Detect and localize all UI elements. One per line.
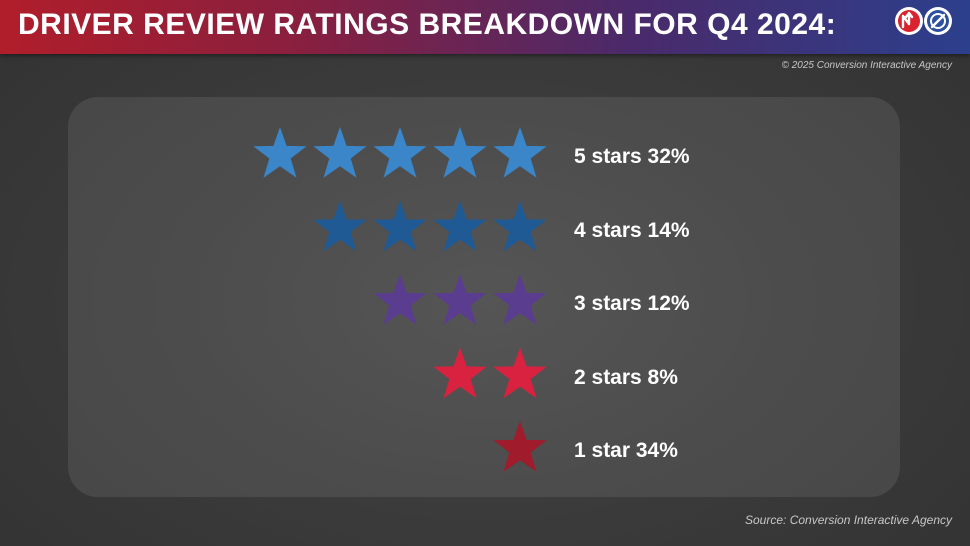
star-icon-row-3-2	[433, 274, 487, 325]
rating-label-row-5: 1 star 34%	[574, 439, 678, 462]
chart-panel	[68, 97, 900, 497]
header-banner: DRIVER REVIEW RATINGS BREAKDOWN FOR Q4 2…	[0, 0, 970, 54]
rating-label-row-4: 2 stars 8%	[574, 365, 678, 389]
star-icon-row-2-3	[433, 200, 487, 252]
star-icon-row-1-5	[493, 127, 547, 178]
star-icon-row-1-2	[313, 127, 367, 178]
star-icon-row-1-1	[253, 127, 307, 178]
star-icon-row-2-4	[493, 200, 547, 252]
star-icon-row-1-3	[373, 127, 427, 178]
star-icon-row-4-2	[493, 347, 547, 399]
rating-label-row-3: 3 stars 12%	[574, 292, 690, 315]
source-note: Source: Conversion Interactive Agency	[745, 513, 952, 527]
slash-circle-logo-icon	[924, 7, 952, 35]
rating-label-row-2: 4 stars 14%	[574, 218, 690, 242]
arrow-logo-icon	[895, 7, 923, 35]
rating-label-row-1: 5 stars 32%	[574, 145, 690, 168]
star-icon-row-3-1	[373, 274, 427, 325]
star-icon-row-3-3	[493, 274, 547, 325]
page-title: DRIVER REVIEW RATINGS BREAKDOWN FOR Q4 2…	[18, 8, 837, 41]
star-icon-row-1-4	[433, 127, 487, 178]
copyright-notice: © 2025 Conversion Interactive Agency	[781, 60, 952, 71]
star-icon-row-2-2	[373, 200, 427, 252]
star-icon-row-5-1	[493, 421, 547, 472]
star-icon-row-4-1	[433, 347, 487, 399]
star-icon-row-2-1	[313, 200, 367, 252]
